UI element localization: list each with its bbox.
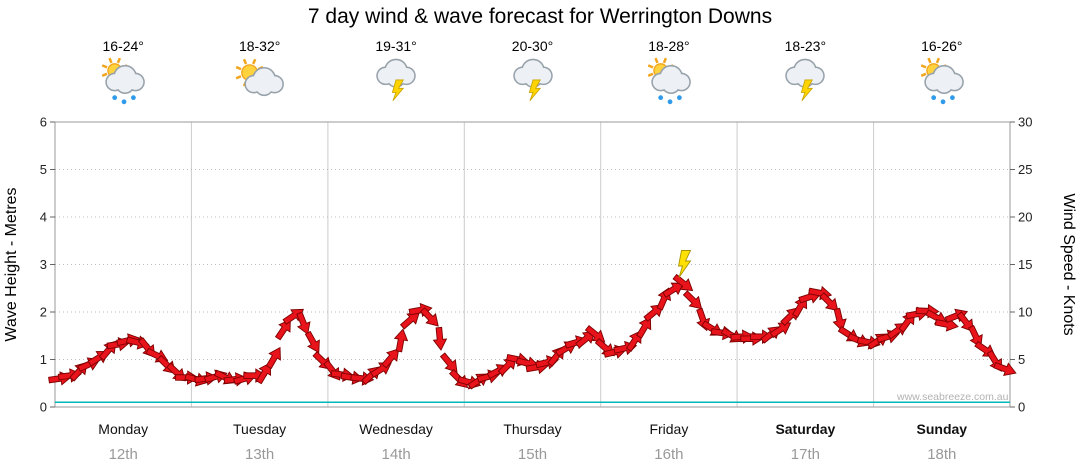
left-axis-tick: 1: [40, 352, 47, 367]
wind-arrow-marker: [399, 311, 421, 330]
left-axis-tick: 2: [40, 305, 47, 320]
right-axis-tick: 0: [1018, 400, 1025, 415]
day-date-sunday: 18th: [927, 446, 956, 463]
temperature-range: 18-32°: [238, 38, 281, 54]
wind-arrow-marker: [682, 290, 703, 310]
left-axis-tick: 0: [40, 400, 47, 415]
temperature-range: 20-30°: [511, 38, 554, 54]
wind-arrow-marker: [419, 307, 439, 327]
day-forecast-friday: 18-28°: [609, 38, 729, 107]
right-axis-tick: 20: [1018, 210, 1032, 225]
wind-arrow-marker: [769, 322, 792, 339]
temperature-range: 16-26°: [921, 38, 963, 54]
day-date-saturday: 17th: [791, 446, 820, 463]
left-axis-label: Wave Height - Metres: [3, 187, 20, 341]
right-axis-tick: 30: [1018, 115, 1032, 130]
sun-cloud-rain-icon: [609, 57, 729, 107]
right-axis-tick: 15: [1018, 257, 1032, 272]
wind-arrow-marker: [439, 352, 458, 373]
temperature-range: 18-28°: [648, 38, 690, 54]
wind-arrow-marker: [304, 330, 320, 354]
day-label-tuesday: Tuesday: [233, 421, 286, 437]
day-date-friday: 16th: [654, 446, 683, 463]
day-forecast-thursday: 20-30°: [473, 38, 593, 107]
day-forecast-tuesday: 18-32°: [200, 38, 320, 107]
watermark: www.seabreeze.com.au: [896, 391, 1009, 403]
wind-arrow-marker: [672, 273, 694, 292]
day-date-thursday: 15th: [518, 446, 547, 463]
sun-cloud-rain-icon: [882, 57, 1002, 107]
wind-arrow-marker: [274, 318, 291, 341]
wind-arrow-marker: [296, 311, 311, 335]
day-forecast-saturday: 18-23°: [745, 38, 865, 107]
right-axis-tick: 25: [1018, 162, 1032, 177]
day-label-sunday: Sunday: [917, 421, 968, 437]
day-forecast-monday: 16-24°: [63, 38, 183, 107]
right-axis-label: Wind Speed - Knots: [1060, 193, 1077, 335]
day-label-wednesday: Wednesday: [359, 421, 433, 437]
wind-arrow-marker: [643, 304, 664, 322]
day-date-wednesday: 14th: [381, 446, 410, 463]
page-title: 7 day wind & wave forecast for Werringto…: [307, 5, 773, 28]
left-axis-tick: 4: [40, 210, 47, 225]
storm-icon: [745, 57, 865, 107]
wind-arrow-marker: [255, 362, 272, 385]
wind-arrow-marker: [575, 330, 596, 349]
temperature-range: 19-31°: [375, 38, 417, 54]
day-label-monday: Monday: [98, 421, 148, 437]
right-axis-tick: 10: [1018, 305, 1032, 320]
left-axis-tick: 3: [40, 257, 47, 272]
day-forecast-sunday: 16-26°: [882, 38, 1002, 107]
wind-arrow-marker: [832, 307, 847, 332]
day-date-monday: 12th: [109, 446, 138, 463]
wind-arrow-marker: [636, 316, 652, 339]
day-label-saturday: Saturday: [775, 421, 835, 437]
left-axis-tick: 6: [40, 115, 47, 130]
wind-arrow-marker: [432, 326, 448, 351]
temperature-range: 16-24°: [102, 38, 144, 54]
storm-icon: [336, 57, 456, 107]
wind-arrow-marker: [265, 346, 281, 370]
left-axis-tick: 5: [40, 162, 47, 177]
wind-arrow-marker: [381, 348, 400, 369]
right-axis-tick: 5: [1018, 352, 1025, 367]
day-forecast-wednesday: 19-31°: [336, 38, 456, 107]
wind-arrow-marker: [956, 311, 974, 333]
storm-icon: [473, 57, 593, 107]
lightning-bolt-marker: [677, 250, 692, 278]
sun-cloud-rain-icon: [63, 57, 183, 107]
wind-arrow-marker: [393, 328, 409, 353]
sun-cloud-icon: [200, 57, 320, 107]
day-label-friday: Friday: [649, 421, 688, 437]
wind-arrow-marker: [819, 292, 839, 312]
day-label-thursday: Thursday: [503, 421, 561, 437]
wind-arrow-marker: [993, 361, 1017, 377]
temperature-range: 18-23°: [784, 38, 827, 54]
day-date-tuesday: 13th: [245, 446, 274, 463]
